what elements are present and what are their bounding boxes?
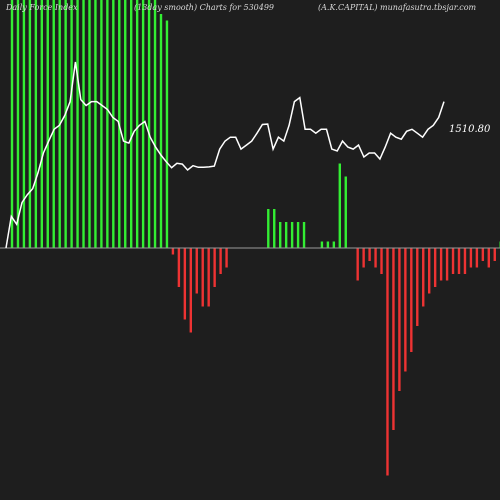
force-bar [279,222,282,248]
force-bar [201,248,204,307]
force-bar [76,0,79,248]
force-bar [487,248,490,268]
force-bar [273,209,276,248]
force-bar [159,14,163,248]
force-bar [165,20,169,248]
company-and-source: (A.K.CAPITAL) munafasutra.tbsjar.com [318,3,477,12]
force-bar [326,241,330,248]
force-bar [475,248,479,268]
force-bar [225,248,228,268]
force-bar [320,241,324,248]
chart-subtitle: (13day smooth) Charts for 530499 [134,3,275,12]
force-bar [100,0,103,248]
force-bar [141,0,145,248]
force-bar [88,0,91,248]
force-bar [94,0,97,248]
force-bar [284,222,288,248]
force-bar [356,248,359,281]
force-bar [22,0,26,248]
force-bar [302,222,306,248]
price-line [5,61,445,249]
force-bar [34,0,38,248]
indicator-title: Daily Force Index [6,3,78,12]
force-bar [362,248,365,268]
force-bar [392,248,395,430]
force-bar [124,0,127,248]
force-bar [493,248,496,261]
force-bar [130,0,133,248]
force-bar [296,222,300,248]
force-bar [195,248,198,294]
force-bar [46,0,49,248]
force-bar [64,0,67,248]
force-bar [183,248,187,320]
force-bar [433,248,437,287]
force-bar [82,0,85,248]
force-bar [171,248,175,255]
force-bar [410,248,413,352]
force-bar [469,248,473,268]
force-bar [428,248,431,294]
force-bar [386,248,389,476]
force-bar [177,248,181,287]
force-bar [404,248,407,372]
force-bar [344,176,347,248]
force-bar [445,248,449,281]
force-bar [374,248,377,268]
force-bar [219,248,222,274]
force-bar [398,248,401,391]
force-bar [439,248,443,281]
force-bar [338,163,341,248]
force-bar [481,248,485,261]
force-bar [457,248,461,274]
force-bar [112,0,115,248]
force-bar [207,248,210,307]
force-bar [40,0,43,248]
force-bar [463,248,467,274]
force-bar [416,248,419,326]
force-bar [153,0,157,248]
force-bar [213,248,216,287]
force-bar [147,0,151,248]
force-bar [380,248,383,274]
force-bar [451,248,455,274]
force-bar [368,248,371,261]
force-bar [267,209,270,248]
force-bar [52,0,55,248]
force-bar [135,0,139,248]
force-bar [422,248,425,307]
force-bar [189,248,192,333]
force-bar [70,0,73,248]
force-bar [332,241,336,248]
force-bar [28,0,32,248]
force-bar [290,222,294,248]
force-bar [16,0,20,248]
last-price-label: 1510.80 [449,124,491,135]
force-bar [10,0,14,248]
force-bar [106,0,109,248]
